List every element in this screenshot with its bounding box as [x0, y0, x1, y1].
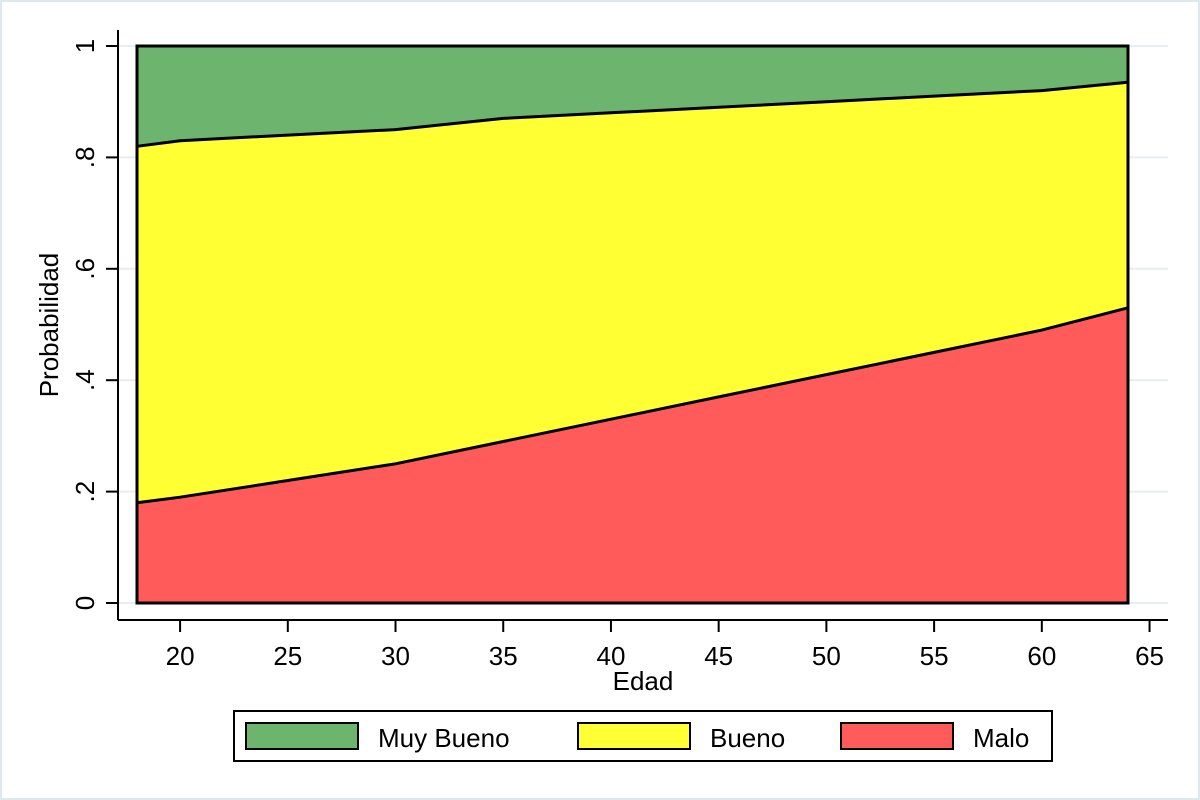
- area-bueno: [137, 82, 1128, 503]
- area-muy-bueno: [137, 46, 1128, 147]
- legend-label-muy-bueno: Muy Bueno: [378, 723, 510, 753]
- area-outline: [135, 44, 1130, 605]
- axes: 20 25 30 35 40 45 50 55 60 65 0 .2 .4 .6 .8 1: [70, 30, 1168, 671]
- x-tick-label-9: 65: [1135, 641, 1164, 671]
- x-tick-label-7: 55: [920, 641, 949, 671]
- legend-swatch-bueno: [577, 722, 691, 750]
- y-tick-label-2: .4: [70, 369, 100, 391]
- y-axis-title: Probabilidad: [34, 253, 64, 398]
- x-tick-label-6: 50: [812, 641, 841, 671]
- y-tick-label-4: .8: [70, 147, 100, 169]
- y-tick-label-5: 1: [70, 39, 100, 53]
- y-tick-label-3: .6: [70, 258, 100, 280]
- legend-label-malo: Malo: [973, 723, 1029, 753]
- plot-areas: [135, 44, 1130, 605]
- x-tick-label-8: 60: [1027, 641, 1056, 671]
- x-tick-label-4: 40: [596, 641, 625, 671]
- y-tick-label-1: .2: [70, 481, 100, 503]
- legend-swatch-malo: [840, 722, 954, 750]
- x-tick-label-3: 35: [489, 641, 518, 671]
- legend-label-bueno: Bueno: [710, 723, 785, 753]
- legend-swatch-muy-bueno: [245, 722, 359, 750]
- x-tick-label-5: 45: [704, 641, 733, 671]
- legend: Muy Bueno Bueno Malo: [233, 710, 1053, 762]
- x-tick-label-1: 25: [273, 641, 302, 671]
- x-tick-label-2: 30: [381, 641, 410, 671]
- x-tick-label-0: 20: [166, 641, 195, 671]
- y-tick-label-0: 0: [70, 596, 100, 610]
- boundary-line-bueno: [136, 80, 1129, 148]
- boundary-line-malo: [136, 306, 1129, 505]
- area-malo: [137, 307, 1128, 603]
- x-axis-title: Edad: [613, 666, 674, 696]
